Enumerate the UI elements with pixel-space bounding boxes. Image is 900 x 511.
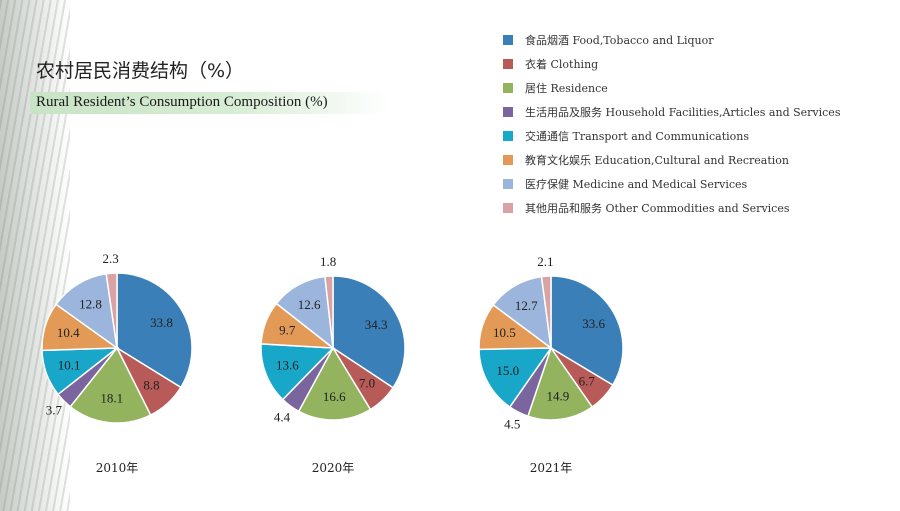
slice-value-label: 2.3 bbox=[102, 251, 118, 266]
slice-value-label: 33.6 bbox=[582, 316, 605, 331]
slice-value-label: 12.8 bbox=[79, 296, 102, 311]
legend-label: 教育文化娱乐 Education,Cultural and Recreation bbox=[525, 154, 789, 167]
pie-slice bbox=[105, 272, 118, 349]
legend-swatch bbox=[503, 131, 513, 141]
legend-swatch bbox=[503, 83, 513, 93]
legend-label: 居住 Residence bbox=[525, 82, 608, 95]
slice-value-label: 15.0 bbox=[496, 363, 519, 378]
legend-item: 衣着 Clothing bbox=[503, 52, 893, 76]
legend-item: 居住 Residence bbox=[503, 76, 893, 100]
legend-label: 医疗保健 Medicine and Medical Services bbox=[525, 178, 748, 191]
slice-value-label: 13.6 bbox=[276, 358, 299, 373]
pie-slice bbox=[69, 346, 152, 424]
pie-slice bbox=[324, 275, 334, 349]
chart-year-label: 2020年 bbox=[312, 461, 355, 475]
slice-value-label: 12.6 bbox=[298, 297, 321, 312]
slice-value-label: 9.7 bbox=[279, 323, 296, 338]
legend-item: 食品烟酒 Food,Tobacco and Liquor bbox=[503, 28, 893, 52]
chart-year-label: 2021年 bbox=[530, 461, 573, 475]
pie-slice bbox=[526, 346, 594, 421]
legend-swatch bbox=[503, 107, 513, 117]
pie-slice bbox=[260, 343, 335, 401]
pie-slice bbox=[540, 275, 552, 349]
legend-item: 教育文化娱乐 Education,Cultural and Recreation bbox=[503, 148, 893, 172]
slice-value-label: 1.8 bbox=[320, 254, 336, 269]
page-title-chinese: 农村居民消费结构（%） bbox=[36, 60, 245, 82]
legend-item: 生活用品及服务 Household Facilities,Articles an… bbox=[503, 100, 893, 124]
slice-value-label: 16.6 bbox=[323, 389, 346, 404]
pie-chart: 33.6 6.7 14.9 4.5 15.0 10.5 12.7 2.1 2021年 bbox=[478, 254, 624, 475]
pie-chart: 33.8 8.8 18.1 3.7 10.1 10.4 12.8 2.3 2010年 bbox=[41, 251, 193, 475]
slice-value-label: 34.3 bbox=[365, 317, 388, 332]
legend-swatch bbox=[503, 59, 513, 69]
slice-value-label: 33.8 bbox=[150, 315, 173, 330]
pie-slice bbox=[297, 346, 372, 421]
pie-slice bbox=[55, 272, 118, 350]
legend-swatch bbox=[503, 35, 513, 45]
legend-label: 衣着 Clothing bbox=[525, 58, 599, 71]
legend-label: 交通通信 Transport and Communications bbox=[525, 130, 749, 143]
pie-slice bbox=[550, 275, 624, 387]
slice-value-label: 10.5 bbox=[493, 325, 516, 340]
chart-year-label: 2010年 bbox=[96, 461, 139, 475]
slice-value-label: 12.7 bbox=[515, 298, 538, 313]
slice-value-label: 14.9 bbox=[547, 388, 570, 403]
legend-item: 其他用品和服务 Other Commodities and Services bbox=[503, 196, 893, 220]
slice-value-label: 4.5 bbox=[504, 417, 520, 432]
legend-label: 生活用品及服务 Household Facilities,Articles an… bbox=[525, 106, 841, 119]
pie-slice bbox=[478, 347, 553, 409]
legend-swatch bbox=[503, 203, 513, 213]
pie-slice bbox=[492, 275, 552, 350]
legend-item: 交通通信 Transport and Communications bbox=[503, 124, 893, 148]
slice-value-label: 10.1 bbox=[58, 357, 81, 372]
side-photo-texture bbox=[0, 0, 70, 511]
legend-swatch bbox=[503, 179, 513, 189]
legend-item: 医疗保健 Medicine and Medical Services bbox=[503, 172, 893, 196]
page-title-english: Rural Resident’s Consumption Composition… bbox=[36, 94, 328, 110]
slice-value-label: 8.8 bbox=[143, 378, 159, 393]
slice-value-label: 6.7 bbox=[579, 373, 596, 388]
legend-label: 其他用品和服务 Other Commodities and Services bbox=[525, 202, 790, 215]
chart-legend: 食品烟酒 Food,Tobacco and Liquor 衣着 Clothing 居… bbox=[503, 28, 893, 220]
pie-slice bbox=[275, 275, 334, 350]
slice-value-label: 10.4 bbox=[57, 325, 80, 340]
subtitle-highlight-bar bbox=[30, 92, 390, 114]
slice-value-label: 4.4 bbox=[274, 409, 291, 424]
slice-value-label: 7.0 bbox=[359, 375, 375, 390]
slice-value-label: 18.1 bbox=[100, 391, 123, 406]
legend-swatch bbox=[503, 155, 513, 165]
slice-value-label: 3.7 bbox=[46, 403, 63, 418]
slice-value-label: 2.1 bbox=[537, 254, 553, 269]
pie-chart: 34.3 7.0 16.6 4.4 13.6 9.712.6 1.8 2020年 bbox=[260, 254, 406, 475]
legend-label: 食品烟酒 Food,Tobacco and Liquor bbox=[525, 34, 714, 47]
